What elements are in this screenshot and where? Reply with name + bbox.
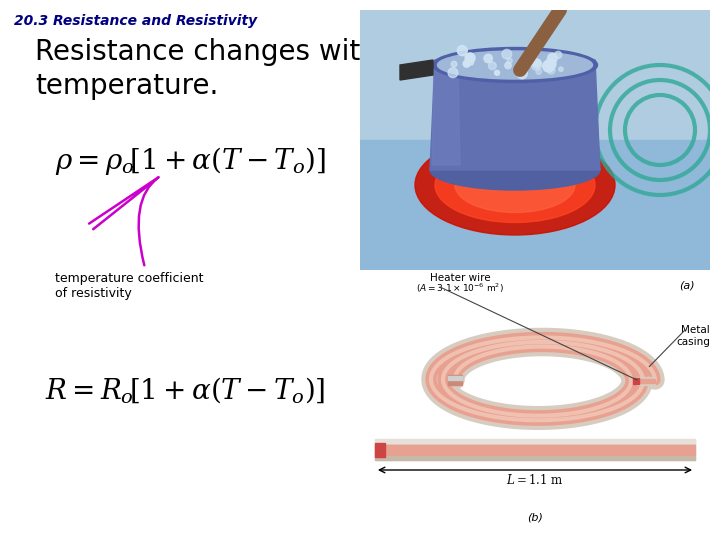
Circle shape	[502, 49, 512, 59]
Circle shape	[531, 59, 541, 70]
Circle shape	[451, 61, 457, 67]
Circle shape	[543, 60, 554, 72]
Circle shape	[530, 51, 537, 58]
Text: temperature coefficient
of resistivity: temperature coefficient of resistivity	[55, 272, 204, 300]
Bar	[375, 440, 695, 460]
Circle shape	[505, 62, 511, 69]
Ellipse shape	[438, 51, 593, 79]
Bar	[633, 378, 639, 384]
Circle shape	[484, 54, 492, 63]
Bar	[375, 456, 695, 460]
Text: Resistance changes with
temperature.: Resistance changes with temperature.	[35, 38, 378, 99]
Circle shape	[507, 58, 512, 63]
Text: (b): (b)	[527, 513, 543, 523]
Text: $R = R_o\!\left[1 + \alpha(T - T_o)\right]$: $R = R_o\!\left[1 + \alpha(T - T_o)\righ…	[45, 375, 325, 405]
Circle shape	[463, 60, 470, 67]
Ellipse shape	[430, 150, 600, 190]
Text: Metal
casing: Metal casing	[676, 325, 710, 347]
Circle shape	[464, 60, 469, 66]
Bar	[375, 439, 695, 443]
Polygon shape	[430, 60, 600, 170]
Polygon shape	[432, 65, 460, 165]
Circle shape	[528, 57, 536, 65]
Bar	[448, 376, 462, 380]
Bar	[375, 445, 695, 455]
Circle shape	[547, 66, 555, 74]
Circle shape	[465, 53, 475, 63]
Bar	[637, 377, 655, 385]
Ellipse shape	[433, 48, 598, 83]
Circle shape	[448, 68, 458, 78]
Circle shape	[559, 67, 563, 71]
Text: (a): (a)	[680, 280, 695, 290]
Circle shape	[545, 59, 556, 70]
Bar	[637, 379, 655, 383]
Ellipse shape	[435, 147, 595, 222]
Text: $L = 1.1\ \mathrm{m}$: $L = 1.1\ \mathrm{m}$	[506, 473, 564, 487]
Circle shape	[547, 53, 557, 63]
Circle shape	[533, 59, 541, 68]
Circle shape	[517, 68, 528, 79]
Text: 20.3 Resistance and Resistivity: 20.3 Resistance and Resistivity	[14, 14, 257, 28]
Bar	[360, 140, 710, 270]
Bar	[375, 443, 385, 457]
Circle shape	[457, 45, 467, 56]
Circle shape	[495, 70, 500, 75]
Bar	[448, 375, 462, 385]
Text: $\rho = \rho_o\!\left[1 + \alpha(T - T_o)\right]$: $\rho = \rho_o\!\left[1 + \alpha(T - T_o…	[55, 145, 326, 177]
Circle shape	[554, 51, 562, 58]
Polygon shape	[400, 60, 433, 80]
Circle shape	[536, 69, 541, 75]
Ellipse shape	[415, 135, 615, 235]
Text: $(A = 3.1 \times 10^{-6}\ \mathrm{m}^2)$: $(A = 3.1 \times 10^{-6}\ \mathrm{m}^2)$	[416, 282, 504, 295]
Circle shape	[488, 62, 496, 70]
Ellipse shape	[455, 158, 575, 213]
Circle shape	[468, 60, 474, 65]
Text: Heater wire: Heater wire	[430, 273, 490, 283]
